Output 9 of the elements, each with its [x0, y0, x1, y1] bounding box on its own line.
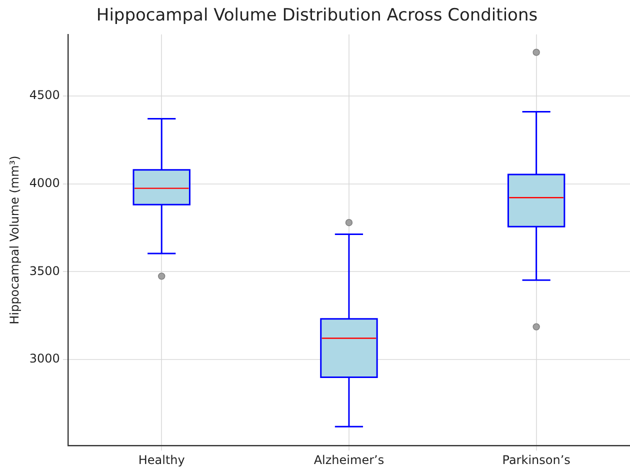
- chart-title: Hippocampal Volume Distribution Across Conditions: [96, 6, 538, 26]
- x-tick-label: Healthy: [138, 452, 185, 467]
- y-tick-label: 3000: [29, 352, 60, 366]
- y-tick-label: 4000: [29, 176, 60, 190]
- y-tick-label: 3500: [29, 264, 60, 278]
- y-axis-title: Hippocampal Volume (mm³): [7, 156, 22, 324]
- x-tick-label: Parkinson’s: [502, 452, 570, 467]
- x-tick-label: Alzheimer’s: [314, 452, 384, 467]
- y-tick-label: 4500: [29, 88, 60, 102]
